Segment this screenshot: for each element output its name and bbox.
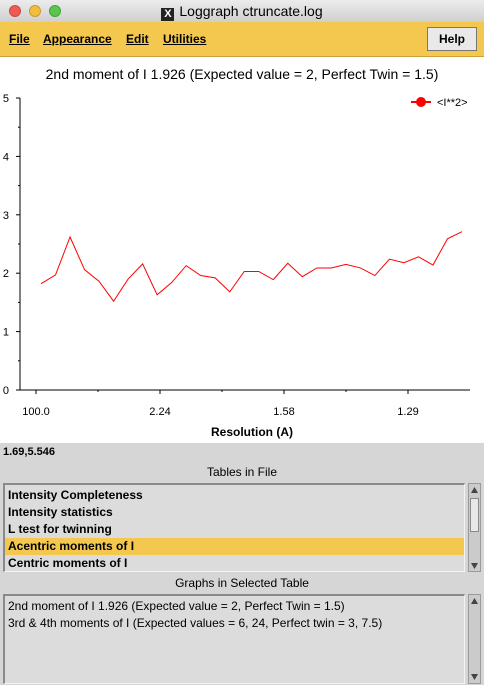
x11-icon: X xyxy=(161,8,175,21)
graphs-scrollbar[interactable] xyxy=(468,594,481,684)
x-axis-label: Resolution (A) xyxy=(211,425,293,439)
utilities-menu[interactable]: Utilities xyxy=(163,32,207,46)
line-chart[interactable]: 0 1 2 3 4 5 100.0 2.24 1.58 1.29 Resolution (A) <I*… xyxy=(0,57,484,443)
tables-scrollbar[interactable] xyxy=(468,483,481,572)
graph-list-item[interactable]: 3rd & 4th moments of I (Expected values … xyxy=(8,616,383,630)
graph-list-item[interactable]: 2nd moment of I 1.926 (Expected value = … xyxy=(8,599,345,613)
y-tick-label: 4 xyxy=(3,151,9,163)
y-tick-label: 5 xyxy=(3,93,9,105)
scroll-down-icon[interactable] xyxy=(470,561,479,570)
tables-list[interactable]: Intensity Completeness Intensity statisti… xyxy=(3,483,465,572)
edit-menu[interactable]: Edit xyxy=(126,32,149,46)
zoom-window-button[interactable] xyxy=(49,5,61,17)
appearance-menu[interactable]: Appearance xyxy=(43,32,112,46)
x-tick-label: 2.24 xyxy=(149,406,170,418)
window-title: Loggraph ctruncate.log xyxy=(179,3,323,19)
table-list-item[interactable]: Centric moments of I xyxy=(8,556,128,570)
graph-panel: 2nd moment of I 1.926 (Expected value = … xyxy=(0,57,484,443)
x-tick-label: 1.58 xyxy=(273,406,294,418)
coordinate-readout: 1.69,5.546 xyxy=(3,446,55,458)
legend-marker-icon xyxy=(416,97,426,107)
tables-section-title: Tables in File xyxy=(206,465,278,479)
menu-bar: File Appearance Edit Utilities Help xyxy=(0,22,484,57)
scroll-down-icon[interactable] xyxy=(470,672,479,681)
help-button[interactable]: Help xyxy=(427,27,477,51)
x-tick-label: 100.0 xyxy=(22,406,50,418)
file-menu[interactable]: File xyxy=(9,32,30,46)
tables-scroll-thumb[interactable] xyxy=(470,498,479,532)
graphs-section-title: Graphs in Selected Table xyxy=(175,576,309,590)
graph-title: 2nd moment of I 1.926 (Expected value = … xyxy=(45,66,439,82)
table-list-item[interactable]: L test for twinning xyxy=(8,522,112,536)
y-tick-label: 2 xyxy=(3,268,9,280)
x-tick-label: 1.29 xyxy=(397,406,418,418)
scroll-up-icon[interactable] xyxy=(470,597,479,606)
scroll-up-icon[interactable] xyxy=(470,486,479,495)
table-list-item[interactable]: Acentric moments of I xyxy=(5,538,464,555)
y-tick-label: 3 xyxy=(3,210,9,222)
minimize-window-button[interactable] xyxy=(29,5,41,17)
table-list-item[interactable]: Intensity statistics xyxy=(8,505,113,519)
table-list-item[interactable]: Intensity Completeness xyxy=(8,488,143,502)
graphs-list[interactable]: 2nd moment of I 1.926 (Expected value = … xyxy=(3,594,465,684)
y-tick-label: 1 xyxy=(3,327,9,339)
legend-label: <I**2> xyxy=(437,97,468,109)
y-tick-label: 0 xyxy=(3,385,9,397)
close-window-button[interactable] xyxy=(9,5,21,17)
series-line xyxy=(40,231,463,303)
window-title-bar: X Loggraph ctruncate.log xyxy=(0,0,484,23)
